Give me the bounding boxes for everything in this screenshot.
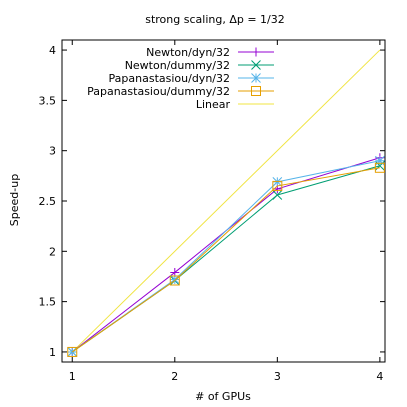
series-3 bbox=[67, 162, 385, 357]
star-marker bbox=[375, 155, 385, 166]
star-marker bbox=[169, 274, 180, 285]
axis-ticks: 1 2 3 4 1 1.5 2 2.5 3 3.5 4 bbox=[39, 40, 385, 383]
series-line bbox=[71, 157, 381, 353]
series-line bbox=[71, 165, 381, 353]
series-0 bbox=[67, 153, 385, 357]
square-marker bbox=[169, 275, 180, 286]
x-tick-label: 4 bbox=[376, 370, 383, 383]
series-line bbox=[71, 167, 380, 353]
legend-label: Newton/dyn/32 bbox=[146, 46, 230, 59]
chart-title: strong scaling, Δp = 1/32 bbox=[145, 13, 285, 26]
star-marker bbox=[67, 347, 78, 357]
legend-item: Newton/dyn/32 bbox=[146, 46, 274, 59]
legend-item: Papanastasiou/dummy/32 bbox=[87, 85, 274, 98]
y-tick-label: 4 bbox=[49, 44, 56, 57]
legend-item: Papanastasiou/dyn/32 bbox=[109, 72, 274, 85]
square-marker bbox=[251, 86, 261, 96]
plus-marker bbox=[251, 47, 261, 57]
y-tick-label: 1 bbox=[49, 346, 56, 359]
y-tick-label: 3 bbox=[49, 145, 56, 158]
cross-marker bbox=[251, 60, 261, 70]
legend-label: Linear bbox=[196, 98, 231, 111]
series-4 bbox=[71, 49, 381, 353]
x-tick-label: 2 bbox=[171, 370, 178, 383]
x-tick-label: 3 bbox=[274, 370, 281, 383]
square-marker bbox=[272, 180, 283, 191]
legend-label: Papanastasiou/dyn/32 bbox=[109, 72, 230, 85]
square-marker bbox=[67, 346, 78, 357]
y-axis-label: Speed-up bbox=[8, 174, 21, 226]
legend-item: Linear bbox=[196, 98, 274, 111]
star-marker bbox=[251, 73, 261, 83]
y-tick-label: 3.5 bbox=[39, 94, 57, 107]
y-tick-label: 2 bbox=[49, 245, 56, 258]
y-tick-label: 1.5 bbox=[39, 296, 57, 309]
series-line bbox=[71, 160, 380, 353]
legend-item: Newton/dummy/32 bbox=[125, 59, 274, 72]
x-tick-label: 1 bbox=[69, 370, 76, 383]
x-axis-label: # of GPUs bbox=[195, 390, 251, 403]
legend-label: Papanastasiou/dummy/32 bbox=[87, 85, 230, 98]
y-tick-label: 2.5 bbox=[39, 195, 57, 208]
series-layer bbox=[67, 49, 385, 357]
legend: Newton/dyn/32Newton/dummy/32Papanastasio… bbox=[87, 46, 274, 111]
series-1 bbox=[67, 160, 385, 357]
cross-marker bbox=[272, 190, 283, 200]
series-2 bbox=[67, 155, 385, 357]
square-marker bbox=[374, 162, 385, 173]
legend-label: Newton/dummy/32 bbox=[125, 59, 230, 72]
series-line bbox=[71, 49, 381, 353]
